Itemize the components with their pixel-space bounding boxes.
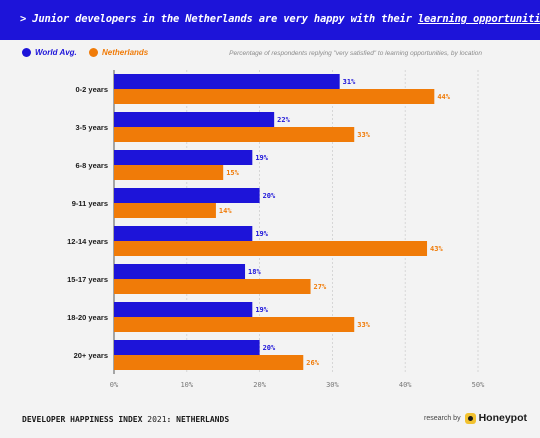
data-label: 18% — [248, 268, 261, 276]
brand-name: Honeypot — [478, 412, 527, 424]
bar-netherlands — [114, 127, 355, 142]
data-label: 20% — [263, 192, 276, 200]
data-label: 19% — [255, 154, 268, 162]
chart-subtitle: Percentage of respondents replying "very… — [229, 50, 482, 57]
category-label: 9-11 years — [72, 199, 108, 208]
bar-world — [114, 226, 253, 241]
data-label: 19% — [255, 230, 268, 238]
bar-world — [114, 264, 246, 279]
bar-netherlands — [114, 203, 216, 218]
data-label: 43% — [430, 245, 443, 253]
x-tick-label: 30% — [326, 381, 339, 389]
brand-credit: research by Honeypot — [424, 412, 527, 424]
bar-world — [114, 112, 275, 127]
bar-netherlands — [114, 89, 435, 104]
bar-world — [114, 188, 260, 203]
data-label: 15% — [226, 169, 239, 177]
category-label: 3-5 years — [75, 123, 108, 132]
category-label: 20+ years — [74, 351, 108, 360]
category-label: 12-14 years — [67, 237, 108, 246]
legend-dot-world — [22, 48, 31, 57]
data-label: 33% — [357, 321, 370, 329]
bar-netherlands — [114, 241, 428, 256]
x-tick-label: 40% — [399, 381, 412, 389]
data-label: 19% — [255, 306, 268, 314]
bar-world — [114, 150, 253, 165]
data-label: 44% — [437, 93, 450, 101]
data-label: 22% — [277, 116, 290, 124]
legend-label-netherlands: Netherlands — [102, 48, 149, 57]
chart-legend: World Avg. Netherlands — [22, 48, 158, 62]
legend-item-netherlands: Netherlands — [89, 48, 148, 57]
legend-dot-netherlands — [89, 48, 99, 57]
legend-label-world: World Avg. — [35, 48, 77, 57]
x-tick-label: 20% — [253, 381, 266, 389]
bar-world — [114, 74, 340, 89]
x-tick-label: 0% — [110, 381, 119, 389]
bar-netherlands — [114, 165, 224, 180]
data-label: 20% — [263, 344, 276, 352]
category-label: 15-17 years — [67, 275, 108, 284]
honeypot-logo-icon — [464, 412, 476, 424]
category-label: 0-2 years — [75, 85, 108, 94]
page-title: > Junior developers in the Netherlands a… — [20, 13, 540, 25]
research-by-label: research by — [424, 414, 461, 422]
bar-world — [114, 340, 260, 355]
title-prefix: > Junior developers in the Netherlands a… — [20, 13, 418, 25]
category-label: 6-8 years — [75, 161, 108, 170]
x-tick-label: 50% — [472, 381, 485, 389]
bar-world — [114, 302, 253, 317]
header-banner: > Junior developers in the Netherlands a… — [0, 0, 540, 40]
title-highlight: learning opportunities — [417, 13, 540, 25]
legend-item-world: World Avg. — [22, 48, 77, 57]
index-label: DEVELOPER HAPPINESS INDEX — [22, 415, 143, 424]
x-tick-label: 10% — [180, 381, 193, 389]
bar-netherlands — [114, 355, 304, 370]
bar-netherlands — [114, 317, 355, 332]
index-year: 2021 — [147, 415, 167, 424]
category-label: 18-20 years — [67, 313, 108, 322]
data-label: 27% — [314, 283, 327, 291]
footer-index-label: DEVELOPER HAPPINESS INDEX 2021: NETHERLA… — [22, 415, 229, 424]
data-label: 14% — [219, 207, 232, 215]
data-label: 26% — [306, 359, 319, 367]
data-label: 33% — [357, 131, 370, 139]
data-label: 31% — [343, 78, 356, 86]
bar-netherlands — [114, 279, 311, 294]
index-country: : NETHERLANDS — [166, 415, 230, 424]
